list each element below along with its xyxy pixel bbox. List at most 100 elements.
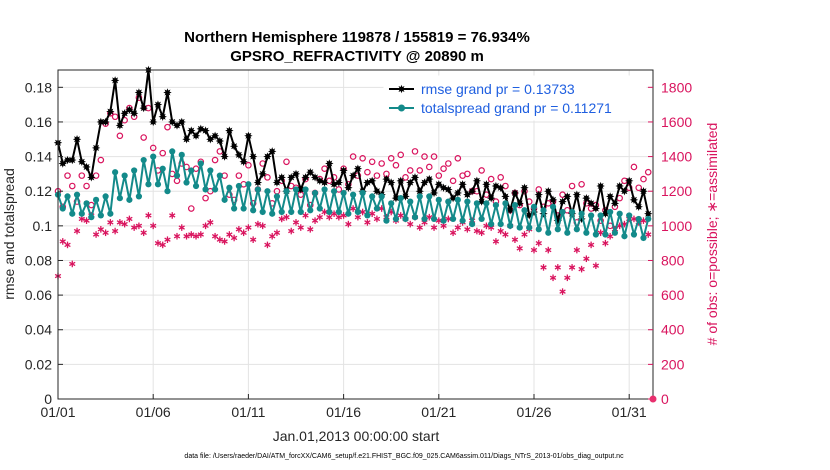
rmse-point bbox=[296, 185, 305, 194]
totalspread-point bbox=[469, 221, 476, 228]
totalspread-point bbox=[135, 193, 143, 200]
y2-tick-label: 1200 bbox=[661, 183, 692, 199]
rmse-point bbox=[187, 126, 196, 135]
y2-tick-label: 1000 bbox=[661, 218, 692, 234]
legend-rmse-marker bbox=[397, 84, 406, 94]
rmse-point bbox=[605, 192, 615, 201]
obs-assimilated-point bbox=[478, 229, 485, 237]
y-tick-label: 0.18 bbox=[25, 79, 52, 95]
y-tick-label: 0.06 bbox=[25, 287, 52, 303]
rmse-point bbox=[444, 185, 453, 194]
obs-assimilated-point bbox=[245, 224, 252, 231]
rmse-point bbox=[353, 164, 363, 173]
totalspread-point bbox=[183, 179, 190, 186]
totalspread-point bbox=[378, 193, 385, 200]
obs-assimilated-point bbox=[154, 239, 162, 247]
totalspread-point bbox=[554, 226, 561, 233]
rmse-point bbox=[91, 143, 101, 153]
y-tick-label: 0 bbox=[44, 391, 52, 407]
obs-assimilated-point bbox=[497, 227, 504, 235]
obs-possible-point bbox=[397, 151, 405, 159]
totalspread-point bbox=[288, 208, 295, 216]
totalspread-point bbox=[421, 215, 428, 223]
obs-assimilated-point bbox=[259, 222, 266, 230]
obs-possible-point bbox=[644, 168, 652, 176]
totalspread-point bbox=[283, 188, 290, 195]
rmse-point bbox=[301, 173, 310, 182]
totalspread-point bbox=[326, 208, 333, 216]
legend-spread-marker bbox=[398, 104, 405, 112]
totalspread-point bbox=[402, 215, 409, 223]
totalspread-point bbox=[573, 226, 580, 233]
obs-assimilated-point bbox=[592, 262, 600, 269]
legend: rmse grand pr = 0.13733 totalspread gran… bbox=[383, 75, 647, 121]
totalspread-point bbox=[383, 217, 390, 224]
totalspread-point bbox=[530, 203, 538, 210]
rmse-point bbox=[134, 88, 144, 97]
totalspread-point bbox=[597, 212, 604, 219]
totalspread-point bbox=[121, 172, 128, 179]
totalspread-point bbox=[559, 208, 566, 216]
x-tick-label: 01/16 bbox=[326, 404, 361, 420]
rmse-point bbox=[220, 152, 229, 161]
obs-possible-point bbox=[387, 155, 395, 162]
obs-assimilated-point bbox=[397, 212, 404, 219]
obs-possible-point bbox=[235, 172, 243, 179]
obs-assimilated-point bbox=[292, 219, 300, 226]
rmse-point bbox=[106, 107, 115, 116]
obs-possible-point bbox=[349, 153, 357, 160]
obs-possible-point bbox=[283, 158, 290, 166]
totalspread-point bbox=[350, 191, 357, 198]
obs-possible-point bbox=[402, 174, 409, 181]
rmse-point bbox=[339, 166, 348, 175]
rmse-point bbox=[163, 88, 172, 97]
rmse-point bbox=[63, 155, 72, 165]
totalspread-point bbox=[364, 212, 371, 219]
totalspread-point bbox=[340, 189, 347, 197]
totalspread-point bbox=[511, 201, 519, 209]
rmse-point bbox=[344, 183, 353, 192]
x-tick-label: 01/01 bbox=[40, 404, 75, 420]
totalspread-point bbox=[112, 169, 119, 176]
totalspread-point bbox=[440, 217, 447, 224]
y-axis-ticks: 0 0.02 0.04 0.06 0.08 0.1 0.12 0.14 0.16 0.18 bbox=[25, 79, 63, 407]
totalspread-point bbox=[159, 165, 166, 172]
totalspread-point bbox=[488, 221, 495, 228]
obs-assimilated-point bbox=[573, 246, 581, 254]
rmse-point bbox=[591, 204, 601, 213]
totalspread-point bbox=[330, 188, 338, 195]
y-tick-label: 0.1 bbox=[33, 218, 53, 234]
metric-series bbox=[53, 65, 653, 242]
rmse-point bbox=[644, 209, 653, 218]
obs-assimilated-point bbox=[97, 226, 105, 233]
totalspread-point bbox=[116, 195, 123, 202]
totalspread-point bbox=[259, 208, 266, 216]
totalspread-point bbox=[616, 210, 623, 217]
obs-possible-point bbox=[435, 172, 443, 179]
totalspread-point bbox=[497, 221, 504, 228]
totalspread-point bbox=[131, 167, 138, 174]
obs-assimilated-point bbox=[216, 236, 224, 243]
obs-assimilated-point bbox=[150, 222, 157, 230]
obs-assimilated-point bbox=[473, 227, 481, 235]
obs-assimilated-point bbox=[407, 220, 414, 228]
obs-possible-point bbox=[635, 184, 643, 192]
x-tick-label: 01/21 bbox=[421, 404, 456, 420]
rmse-point bbox=[58, 159, 67, 168]
obs-possible-point bbox=[578, 180, 585, 188]
obs-assimilated-point bbox=[111, 227, 119, 235]
totalspread-point bbox=[169, 148, 176, 155]
totalspread-point bbox=[211, 186, 219, 193]
obs-assimilated-point bbox=[192, 232, 200, 240]
totalspread-point bbox=[102, 193, 109, 200]
obs-assimilated-point bbox=[159, 241, 166, 249]
totalspread-point bbox=[264, 188, 271, 195]
rmse-point bbox=[415, 187, 424, 196]
totalspread-point bbox=[278, 208, 285, 216]
y-tick-label: 0.12 bbox=[25, 183, 52, 199]
obs-possible-point bbox=[497, 174, 504, 181]
obs-possible-point bbox=[392, 161, 400, 169]
obs-assimilated-point bbox=[169, 212, 176, 219]
rmse-point bbox=[234, 150, 244, 160]
legend-rmse-label: rmse grand pr = 0.13733 bbox=[421, 81, 575, 97]
